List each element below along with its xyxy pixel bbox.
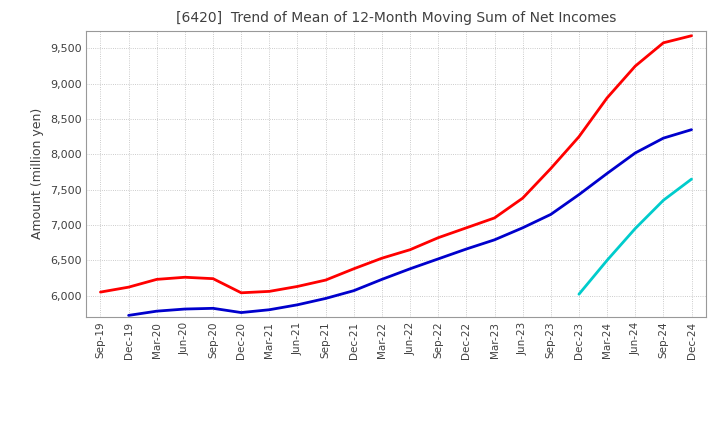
Line: 3 Years: 3 Years <box>101 36 691 293</box>
5 Years <box>603 171 611 176</box>
3 Years <box>153 277 161 282</box>
3 Years <box>125 285 133 290</box>
7 Years <box>575 292 583 297</box>
3 Years <box>659 40 667 45</box>
3 Years <box>377 256 386 261</box>
3 Years <box>546 166 555 171</box>
5 Years <box>631 150 639 156</box>
5 Years <box>153 308 161 314</box>
3 Years <box>434 235 443 240</box>
5 Years <box>265 307 274 312</box>
5 Years <box>377 277 386 282</box>
Line: 5 Years: 5 Years <box>129 130 691 315</box>
5 Years <box>406 266 415 271</box>
5 Years <box>237 310 246 315</box>
7 Years <box>631 226 639 231</box>
5 Years <box>321 296 330 301</box>
3 Years <box>293 284 302 289</box>
5 Years <box>687 127 696 132</box>
5 Years <box>659 136 667 141</box>
5 Years <box>125 313 133 318</box>
5 Years <box>490 237 499 242</box>
5 Years <box>575 192 583 197</box>
3 Years <box>349 266 358 271</box>
5 Years <box>434 256 443 261</box>
Legend: 3 Years, 5 Years, 7 Years: 3 Years, 5 Years, 7 Years <box>243 436 549 440</box>
5 Years <box>349 288 358 293</box>
7 Years <box>687 176 696 182</box>
3 Years <box>265 289 274 294</box>
3 Years <box>96 290 105 295</box>
7 Years <box>659 198 667 203</box>
3 Years <box>181 275 189 280</box>
3 Years <box>490 215 499 220</box>
5 Years <box>181 306 189 312</box>
3 Years <box>462 225 471 231</box>
3 Years <box>209 276 217 281</box>
5 Years <box>462 246 471 252</box>
5 Years <box>518 225 527 231</box>
3 Years <box>237 290 246 295</box>
3 Years <box>575 134 583 139</box>
3 Years <box>687 33 696 38</box>
3 Years <box>603 95 611 100</box>
5 Years <box>293 302 302 308</box>
7 Years <box>603 258 611 263</box>
Y-axis label: Amount (million yen): Amount (million yen) <box>32 108 45 239</box>
3 Years <box>631 63 639 69</box>
3 Years <box>406 247 415 253</box>
3 Years <box>321 278 330 283</box>
Line: 7 Years: 7 Years <box>579 179 691 294</box>
5 Years <box>209 306 217 311</box>
Title: [6420]  Trend of Mean of 12-Month Moving Sum of Net Incomes: [6420] Trend of Mean of 12-Month Moving … <box>176 11 616 26</box>
3 Years <box>518 195 527 201</box>
5 Years <box>546 212 555 217</box>
